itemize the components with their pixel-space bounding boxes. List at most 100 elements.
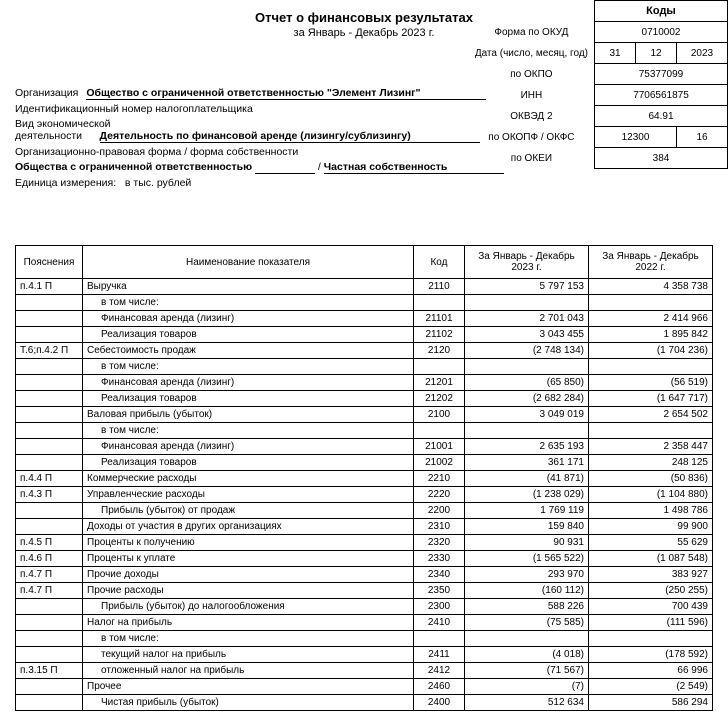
cell-code: 2400 <box>414 695 465 711</box>
cell-indicator: Налог на прибыль <box>83 615 414 631</box>
unit-value: в тыс. рублей <box>125 177 191 189</box>
cell-indicator: отложенный налог на прибыль <box>83 663 414 679</box>
cell-value-2023: 293 970 <box>465 567 589 583</box>
cell-indicator: Прибыль (убыток) до налогообложения <box>83 599 414 615</box>
cell-code: 2300 <box>414 599 465 615</box>
cell-explanation: п.4.3 П <box>16 487 83 503</box>
cell-code: 21201 <box>414 375 465 391</box>
cell-indicator: Чистая прибыль (убыток) <box>83 695 414 711</box>
table-row: в том числе: <box>16 359 713 375</box>
cell-explanation <box>16 391 83 407</box>
cell-indicator: Реализация товаров <box>83 391 414 407</box>
cell-indicator: Проценты к получению <box>83 535 414 551</box>
cell-code: 21001 <box>414 439 465 455</box>
table-row: п.4.7 ППрочие расходы2350(160 112)(250 2… <box>16 583 713 599</box>
cell-explanation <box>16 503 83 519</box>
cell-explanation <box>16 647 83 663</box>
table-row: Финансовая аренда (лизинг)210012 635 193… <box>16 439 713 455</box>
cell-code <box>414 423 465 439</box>
cell-indicator: Прочие доходы <box>83 567 414 583</box>
cell-code: 2100 <box>414 407 465 423</box>
cell-explanation <box>16 423 83 439</box>
cell-indicator: Финансовая аренда (лизинг) <box>83 375 414 391</box>
th-explanations: Пояснения <box>16 246 83 279</box>
table-row: Прибыль (убыток) до налогообложения23005… <box>16 599 713 615</box>
cell-value-2023 <box>465 295 589 311</box>
cell-indicator: в том числе: <box>83 359 414 375</box>
table-row: текущий налог на прибыль2411(4 018)(178 … <box>16 647 713 663</box>
cell-value-2022: (250 255) <box>589 583 713 599</box>
cell-code: 21202 <box>414 391 465 407</box>
cell-value-2023: 159 840 <box>465 519 589 535</box>
inn-value: 7706561875 <box>595 85 728 106</box>
table-row: Валовая прибыль (убыток)21003 049 0192 6… <box>16 407 713 423</box>
cell-indicator: Финансовая аренда (лизинг) <box>83 311 414 327</box>
okopf-value: 12300 <box>595 127 677 148</box>
cell-value-2023: 2 635 193 <box>465 439 589 455</box>
cell-code: 2460 <box>414 679 465 695</box>
cell-code: 2200 <box>414 503 465 519</box>
cell-value-2022: (1 704 236) <box>589 343 713 359</box>
cell-value-2022: 66 996 <box>589 663 713 679</box>
unit-label: Единица измерения: <box>15 177 116 189</box>
cell-value-2022: 1 895 842 <box>589 327 713 343</box>
cell-value-2023: (2 748 134) <box>465 343 589 359</box>
cell-value-2023: 5 797 153 <box>465 279 589 295</box>
cell-indicator: в том числе: <box>83 423 414 439</box>
cell-value-2023: (1 238 029) <box>465 487 589 503</box>
cell-value-2023: (7) <box>465 679 589 695</box>
cell-explanation <box>16 407 83 423</box>
cell-explanation: п.4.5 П <box>16 535 83 551</box>
cell-code: 2340 <box>414 567 465 583</box>
activity-label-2: деятельности <box>15 130 82 142</box>
cell-indicator: Выручка <box>83 279 414 295</box>
org-name: Общество с ограниченной ответственностью… <box>86 87 486 100</box>
legal-form-2: Частная собственность <box>324 161 504 174</box>
cell-indicator: Прочее <box>83 679 414 695</box>
cell-explanation: п.3.15 П <box>16 663 83 679</box>
cell-value-2022: 586 294 <box>589 695 713 711</box>
cell-code: 21002 <box>414 455 465 471</box>
cell-explanation <box>16 679 83 695</box>
cell-indicator: в том числе: <box>83 295 414 311</box>
cell-value-2022: 55 629 <box>589 535 713 551</box>
th-period-2023: За Январь - Декабрь 2023 г. <box>465 246 589 279</box>
cell-value-2022 <box>589 631 713 647</box>
table-row: Чистая прибыль (убыток)2400512 634586 29… <box>16 695 713 711</box>
cell-value-2023: 2 701 043 <box>465 311 589 327</box>
cell-explanation <box>16 519 83 535</box>
codes-table: Коды Форма по ОКУД0710002 Дата (число, м… <box>469 0 728 169</box>
cell-value-2022: (1 647 717) <box>589 391 713 407</box>
okei-value: 384 <box>595 148 728 169</box>
cell-value-2023: 3 043 455 <box>465 327 589 343</box>
cell-explanation <box>16 311 83 327</box>
table-row: п.4.1 ПВыручка21105 797 1534 358 738 <box>16 279 713 295</box>
cell-value-2022: (111 596) <box>589 615 713 631</box>
cell-value-2022: 2 654 502 <box>589 407 713 423</box>
cell-value-2022: (178 592) <box>589 647 713 663</box>
cell-value-2022 <box>589 295 713 311</box>
table-row: п.4.6 ППроценты к уплате2330(1 565 522)(… <box>16 551 713 567</box>
okfs-value: 16 <box>677 127 728 148</box>
cell-indicator: Управленческие расходы <box>83 487 414 503</box>
legal-form-1: Общества с ограниченной ответственностью <box>15 161 252 173</box>
cell-value-2022: 4 358 738 <box>589 279 713 295</box>
cell-indicator: в том числе: <box>83 631 414 647</box>
cell-indicator: Доходы от участия в других организациях <box>83 519 414 535</box>
th-indicator-name: Наименование показателя <box>83 246 414 279</box>
cell-code: 2330 <box>414 551 465 567</box>
cell-indicator: Реализация товаров <box>83 327 414 343</box>
cell-value-2023: 1 769 119 <box>465 503 589 519</box>
cell-indicator: Финансовая аренда (лизинг) <box>83 439 414 455</box>
cell-code: 2110 <box>414 279 465 295</box>
cell-value-2023 <box>465 423 589 439</box>
cell-code <box>414 631 465 647</box>
date-label: Дата (число, месяц, год) <box>469 43 595 64</box>
cell-explanation <box>16 615 83 631</box>
cell-indicator: Себестоимость продаж <box>83 343 414 359</box>
cell-indicator: Коммерческие расходы <box>83 471 414 487</box>
cell-code: 2410 <box>414 615 465 631</box>
table-row: в том числе: <box>16 295 713 311</box>
cell-code <box>414 359 465 375</box>
okved-value: 64.91 <box>595 106 728 127</box>
